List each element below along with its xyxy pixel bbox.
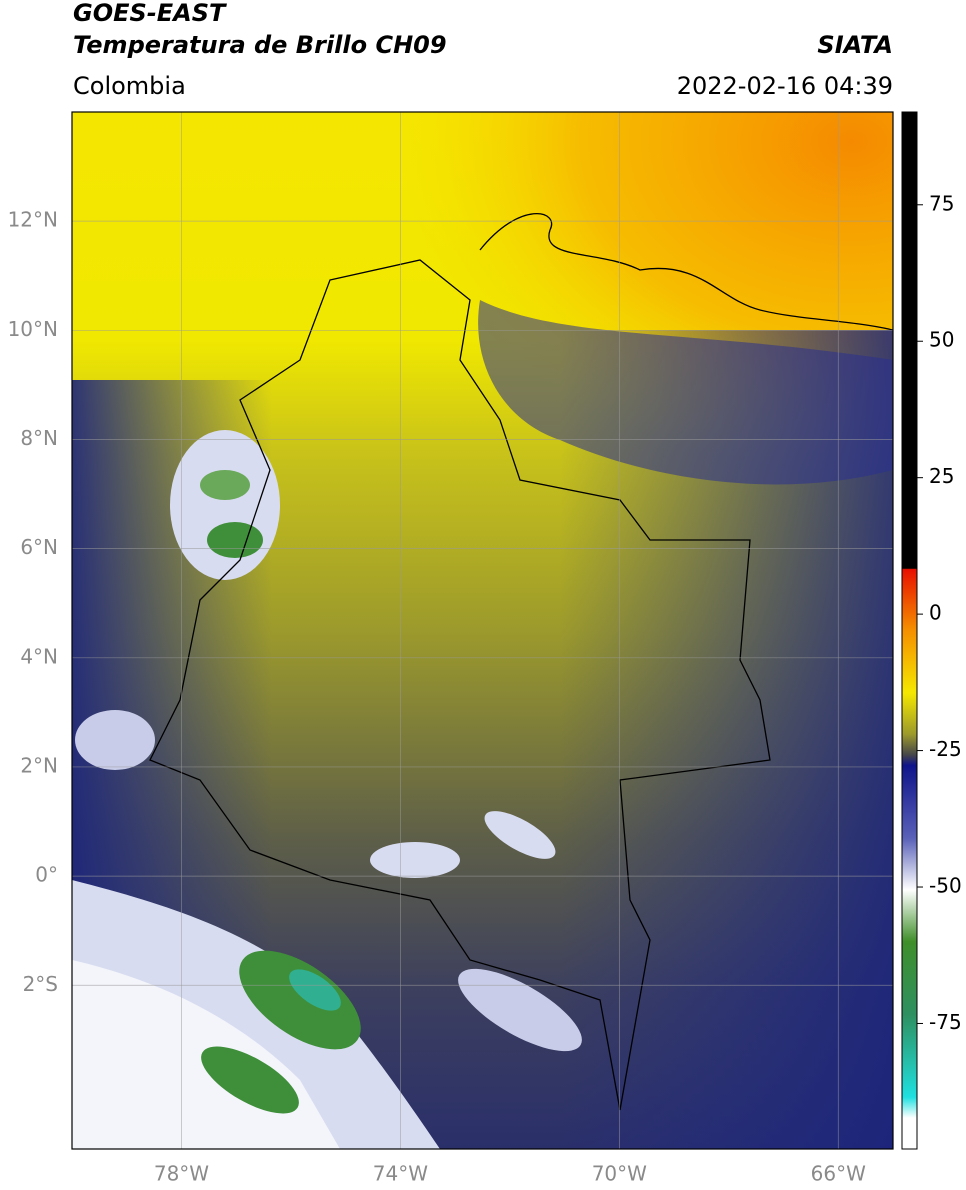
colorbar-tick-label: 75 bbox=[929, 191, 954, 215]
y-tick-label: 10°N bbox=[8, 317, 58, 341]
colorbar-tick-label: -25 bbox=[929, 737, 962, 761]
colorbar-tick-label: 50 bbox=[929, 328, 954, 352]
x-tick-label: 70°W bbox=[592, 1162, 647, 1186]
y-tick-label: 2°N bbox=[20, 753, 58, 777]
y-tick-label: 0° bbox=[35, 863, 58, 887]
graticule bbox=[72, 112, 893, 1149]
y-tick-label: 4°N bbox=[20, 644, 58, 668]
colorbar-tick-label: 25 bbox=[929, 464, 954, 488]
y-tick-label: 6°N bbox=[20, 535, 58, 559]
colorbar bbox=[901, 111, 918, 1150]
organization: SIATA bbox=[817, 31, 893, 59]
x-tick-label: 66°W bbox=[811, 1162, 866, 1186]
region: Colombia bbox=[73, 72, 186, 100]
y-tick-label: 8°N bbox=[20, 426, 58, 450]
satellite-image bbox=[72, 112, 893, 1149]
colorbar-tick-label: -75 bbox=[929, 1010, 962, 1034]
colorbar-tick-label: 0 bbox=[929, 601, 942, 625]
x-tick-label: 74°W bbox=[373, 1162, 428, 1186]
y-tick-label: 2°S bbox=[23, 972, 58, 996]
source: GOES-EAST bbox=[73, 0, 227, 27]
title: Temperatura de Brillo CH09 bbox=[73, 31, 447, 59]
y-tick-label: 12°N bbox=[8, 208, 58, 232]
x-tick-label: 78°W bbox=[154, 1162, 209, 1186]
map-frame bbox=[71, 111, 894, 1150]
datetime: 2022-02-16 04:39 bbox=[677, 72, 893, 100]
colorbar-tick-label: -50 bbox=[929, 874, 962, 898]
